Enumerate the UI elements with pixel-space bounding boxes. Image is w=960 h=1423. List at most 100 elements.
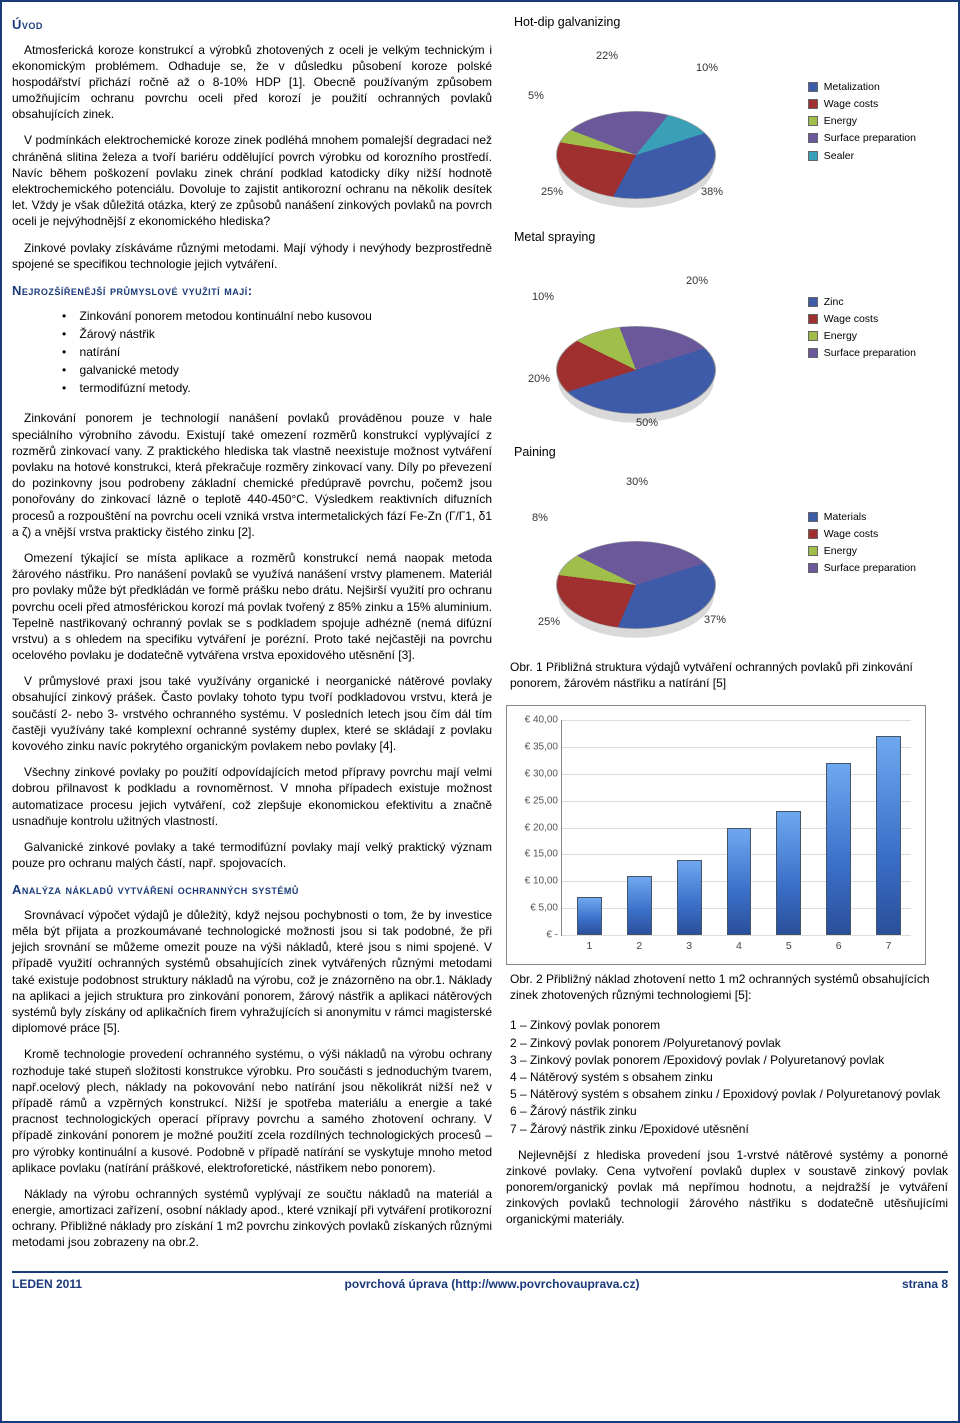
bar bbox=[776, 811, 801, 935]
para-3: Zinkové povlaky získáváme různými metoda… bbox=[12, 240, 492, 272]
pie-chart-3: 30% 8% 25% 37% MaterialsWage costsEnergy… bbox=[506, 463, 926, 653]
page: Úvod Atmosferická koroze konstrukcí a vý… bbox=[0, 0, 960, 1423]
right-column: Hot-dip galvanizing 22% 10% 5% 25% 38% M… bbox=[506, 10, 948, 1261]
legend-swatch bbox=[808, 563, 818, 573]
fig2-caption: Obr. 2 Přibližný náklad zhotovení netto … bbox=[510, 971, 944, 1003]
legend-label: Wage costs bbox=[824, 97, 878, 111]
legend-list-item: 5 – Nátěrový systém s obsahem zinku / Ep… bbox=[510, 1086, 944, 1102]
legend-list-item: 7 – Žárový nástřik zinku /Epoxidové utěs… bbox=[510, 1121, 944, 1137]
bar-legend-list: 1 – Zinkový povlak ponorem 2 – Zinkový po… bbox=[510, 1017, 944, 1136]
legend-label: Energy bbox=[824, 329, 857, 343]
legend-label: Materials bbox=[824, 510, 867, 524]
method-item: termodifúzní metody. bbox=[62, 380, 492, 396]
pct-label: 22% bbox=[596, 49, 618, 64]
legend-swatch bbox=[808, 99, 818, 109]
y-tick-label: € - bbox=[514, 928, 558, 942]
method-item: galvanické metody bbox=[62, 362, 492, 378]
intro-heading: Úvod bbox=[12, 16, 492, 34]
pct-label: 38% bbox=[701, 185, 723, 200]
methods-heading: Nejrozšířenější průmyslové využití mají: bbox=[12, 282, 492, 300]
y-tick-label: € 15,00 bbox=[514, 848, 558, 862]
legend-swatch bbox=[808, 133, 818, 143]
legend-swatch bbox=[808, 82, 818, 92]
legend-swatch bbox=[808, 529, 818, 539]
pie3-title: Paining bbox=[514, 444, 948, 461]
legend-row: Surface preparation bbox=[808, 561, 916, 575]
pct-label: 10% bbox=[696, 61, 718, 76]
x-tick-label: 5 bbox=[776, 939, 801, 953]
pct-label: 30% bbox=[626, 475, 648, 490]
pie1-title: Hot-dip galvanizing bbox=[514, 14, 948, 31]
pie2-legend: Zinc Wage costs Energy Surface preparation bbox=[808, 292, 916, 364]
legend-list-item: 1 – Zinkový povlak ponorem bbox=[510, 1017, 944, 1033]
x-tick-label: 4 bbox=[727, 939, 752, 953]
y-tick-label: € 10,00 bbox=[514, 875, 558, 889]
legend-swatch bbox=[808, 314, 818, 324]
bar-chart: € 40,00 € 35,00 € 30,00 € 25,00 € 20,00 € 15,… bbox=[506, 705, 926, 965]
pie3-legend: Materials Wage costs Energy Surface prepara… bbox=[808, 507, 916, 579]
gridline bbox=[562, 747, 911, 748]
footer-left: LEDEN 2011 bbox=[12, 1276, 82, 1292]
para-5: Omezení týkající se místa aplikace a roz… bbox=[12, 550, 492, 663]
legend-row: Zinc bbox=[808, 295, 916, 309]
gridline bbox=[562, 935, 911, 936]
legend-row: Sealer bbox=[808, 149, 916, 163]
legend-row: Materials bbox=[808, 510, 916, 524]
method-item: natírání bbox=[62, 344, 492, 360]
legend-row: Surface preparation bbox=[808, 346, 916, 360]
legend-row: Wage costs bbox=[808, 97, 916, 111]
legend-row: Wage costs bbox=[808, 527, 916, 541]
bar bbox=[727, 828, 752, 936]
x-tick-label: 1 bbox=[577, 939, 602, 953]
para-11: Náklady na výrobu ochranných systémů vyp… bbox=[12, 1186, 492, 1251]
legend-label: Energy bbox=[824, 544, 857, 558]
pct-label: 20% bbox=[528, 372, 550, 387]
legend-row: Energy bbox=[808, 544, 916, 558]
y-tick-label: € 20,00 bbox=[514, 821, 558, 835]
para-6: V průmyslové praxi jsou také využívány o… bbox=[12, 673, 492, 754]
pie-chart-2: 10% 20% 20% 50% ZincWage costsEnergySurf… bbox=[506, 248, 926, 438]
gridline bbox=[562, 720, 911, 721]
closing-para: Nejlevnější z hlediska provedení jsou 1-… bbox=[506, 1147, 948, 1228]
methods-list: Zinkování ponorem metodou kontinuální ne… bbox=[62, 308, 492, 397]
legend-list-item: 6 – Žárový nástřik zinku bbox=[510, 1103, 944, 1119]
legend-row: Metalization bbox=[808, 80, 916, 94]
footer-center: povrchová úprava (http://www.povrchovaup… bbox=[345, 1276, 640, 1292]
para-9: Srovnávací výpočet výdajů je důležitý, k… bbox=[12, 907, 492, 1037]
legend-swatch bbox=[808, 297, 818, 307]
y-tick-label: € 5,00 bbox=[514, 901, 558, 915]
legend-label: Surface preparation bbox=[824, 131, 916, 145]
legend-list-item: 2 – Zinkový povlak ponorem /Polyuretanov… bbox=[510, 1035, 944, 1051]
pie1-legend: Metalization Wage costs Energy Surface prep… bbox=[808, 77, 916, 166]
legend-row: Energy bbox=[808, 329, 916, 343]
bar bbox=[826, 763, 851, 935]
left-column: Úvod Atmosferická koroze konstrukcí a vý… bbox=[12, 10, 492, 1261]
bar bbox=[577, 897, 602, 935]
y-tick-label: € 30,00 bbox=[514, 767, 558, 781]
pct-label: 8% bbox=[532, 511, 548, 526]
legend-row: Energy bbox=[808, 114, 916, 128]
footer-right: strana 8 bbox=[902, 1276, 948, 1292]
legend-label: Surface preparation bbox=[824, 346, 916, 360]
para-8: Galvanické zinkové povlaky a také termod… bbox=[12, 839, 492, 871]
y-tick-label: € 35,00 bbox=[514, 740, 558, 754]
y-tick-label: € 40,00 bbox=[514, 713, 558, 727]
bar bbox=[677, 860, 702, 935]
legend-label: Energy bbox=[824, 114, 857, 128]
legend-swatch bbox=[808, 348, 818, 358]
x-tick-label: 7 bbox=[876, 939, 901, 953]
para-7: Všechny zinkové povlaky po použití odpov… bbox=[12, 764, 492, 829]
pct-label: 25% bbox=[541, 185, 563, 200]
legend-swatch bbox=[808, 116, 818, 126]
pct-label: 5% bbox=[528, 89, 544, 104]
pie-chart-1: 22% 10% 5% 25% 38% Metalization Wage cost… bbox=[506, 33, 926, 223]
analysis-heading: Analýza nákladů vytváření ochranných sys… bbox=[12, 881, 492, 899]
y-tick-label: € 25,00 bbox=[514, 794, 558, 808]
pie1-graphic bbox=[556, 111, 716, 199]
legend-label: Wage costs bbox=[824, 312, 878, 326]
legend-label: Zinc bbox=[824, 295, 844, 309]
legend-swatch bbox=[808, 151, 818, 161]
legend-swatch bbox=[808, 331, 818, 341]
pie2-graphic bbox=[556, 326, 716, 414]
legend-list-item: 3 – Zinkový povlak ponorem /Epoxidový po… bbox=[510, 1052, 944, 1068]
